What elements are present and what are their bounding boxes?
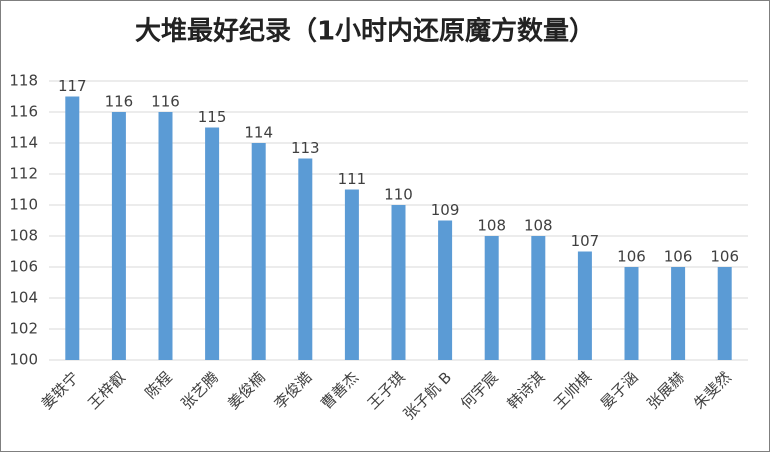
value-label: 106 <box>710 248 739 266</box>
y-tick-label: 100 <box>9 351 38 369</box>
y-tick-label: 104 <box>9 289 38 307</box>
chart-title: 大堆最好纪录（1小时内还原魔方数量） <box>135 16 595 47</box>
value-label: 108 <box>524 217 553 235</box>
value-label: 117 <box>58 77 87 95</box>
bar <box>671 267 686 360</box>
y-tick-label: 112 <box>9 165 38 183</box>
bar <box>531 236 546 360</box>
value-label: 107 <box>571 232 600 250</box>
value-label: 114 <box>244 124 273 142</box>
bar <box>251 143 266 360</box>
bar <box>624 267 639 360</box>
bar <box>577 251 592 360</box>
value-label: 111 <box>338 170 367 188</box>
bar <box>717 267 732 360</box>
y-tick-label: 116 <box>9 103 38 121</box>
bar <box>205 127 220 360</box>
y-tick-label: 110 <box>9 196 38 214</box>
value-label: 116 <box>105 93 134 111</box>
y-tick-label: 106 <box>9 258 38 276</box>
value-label: 116 <box>151 93 180 111</box>
value-label: 113 <box>291 139 320 157</box>
value-label: 115 <box>198 108 227 126</box>
value-label: 108 <box>477 217 506 235</box>
bar <box>344 189 359 360</box>
y-tick-label: 102 <box>9 320 38 338</box>
bar <box>65 96 80 360</box>
value-label: 106 <box>617 248 646 266</box>
bar <box>298 158 313 360</box>
bar <box>158 112 173 360</box>
bar <box>484 236 499 360</box>
bar <box>111 112 126 360</box>
value-label: 110 <box>384 186 413 204</box>
value-label: 109 <box>431 201 460 219</box>
y-tick-label: 108 <box>9 227 38 245</box>
bar <box>438 220 453 360</box>
y-tick-label: 118 <box>9 72 38 90</box>
y-tick-label: 114 <box>9 134 38 152</box>
value-label: 106 <box>664 248 693 266</box>
bar <box>391 205 406 360</box>
